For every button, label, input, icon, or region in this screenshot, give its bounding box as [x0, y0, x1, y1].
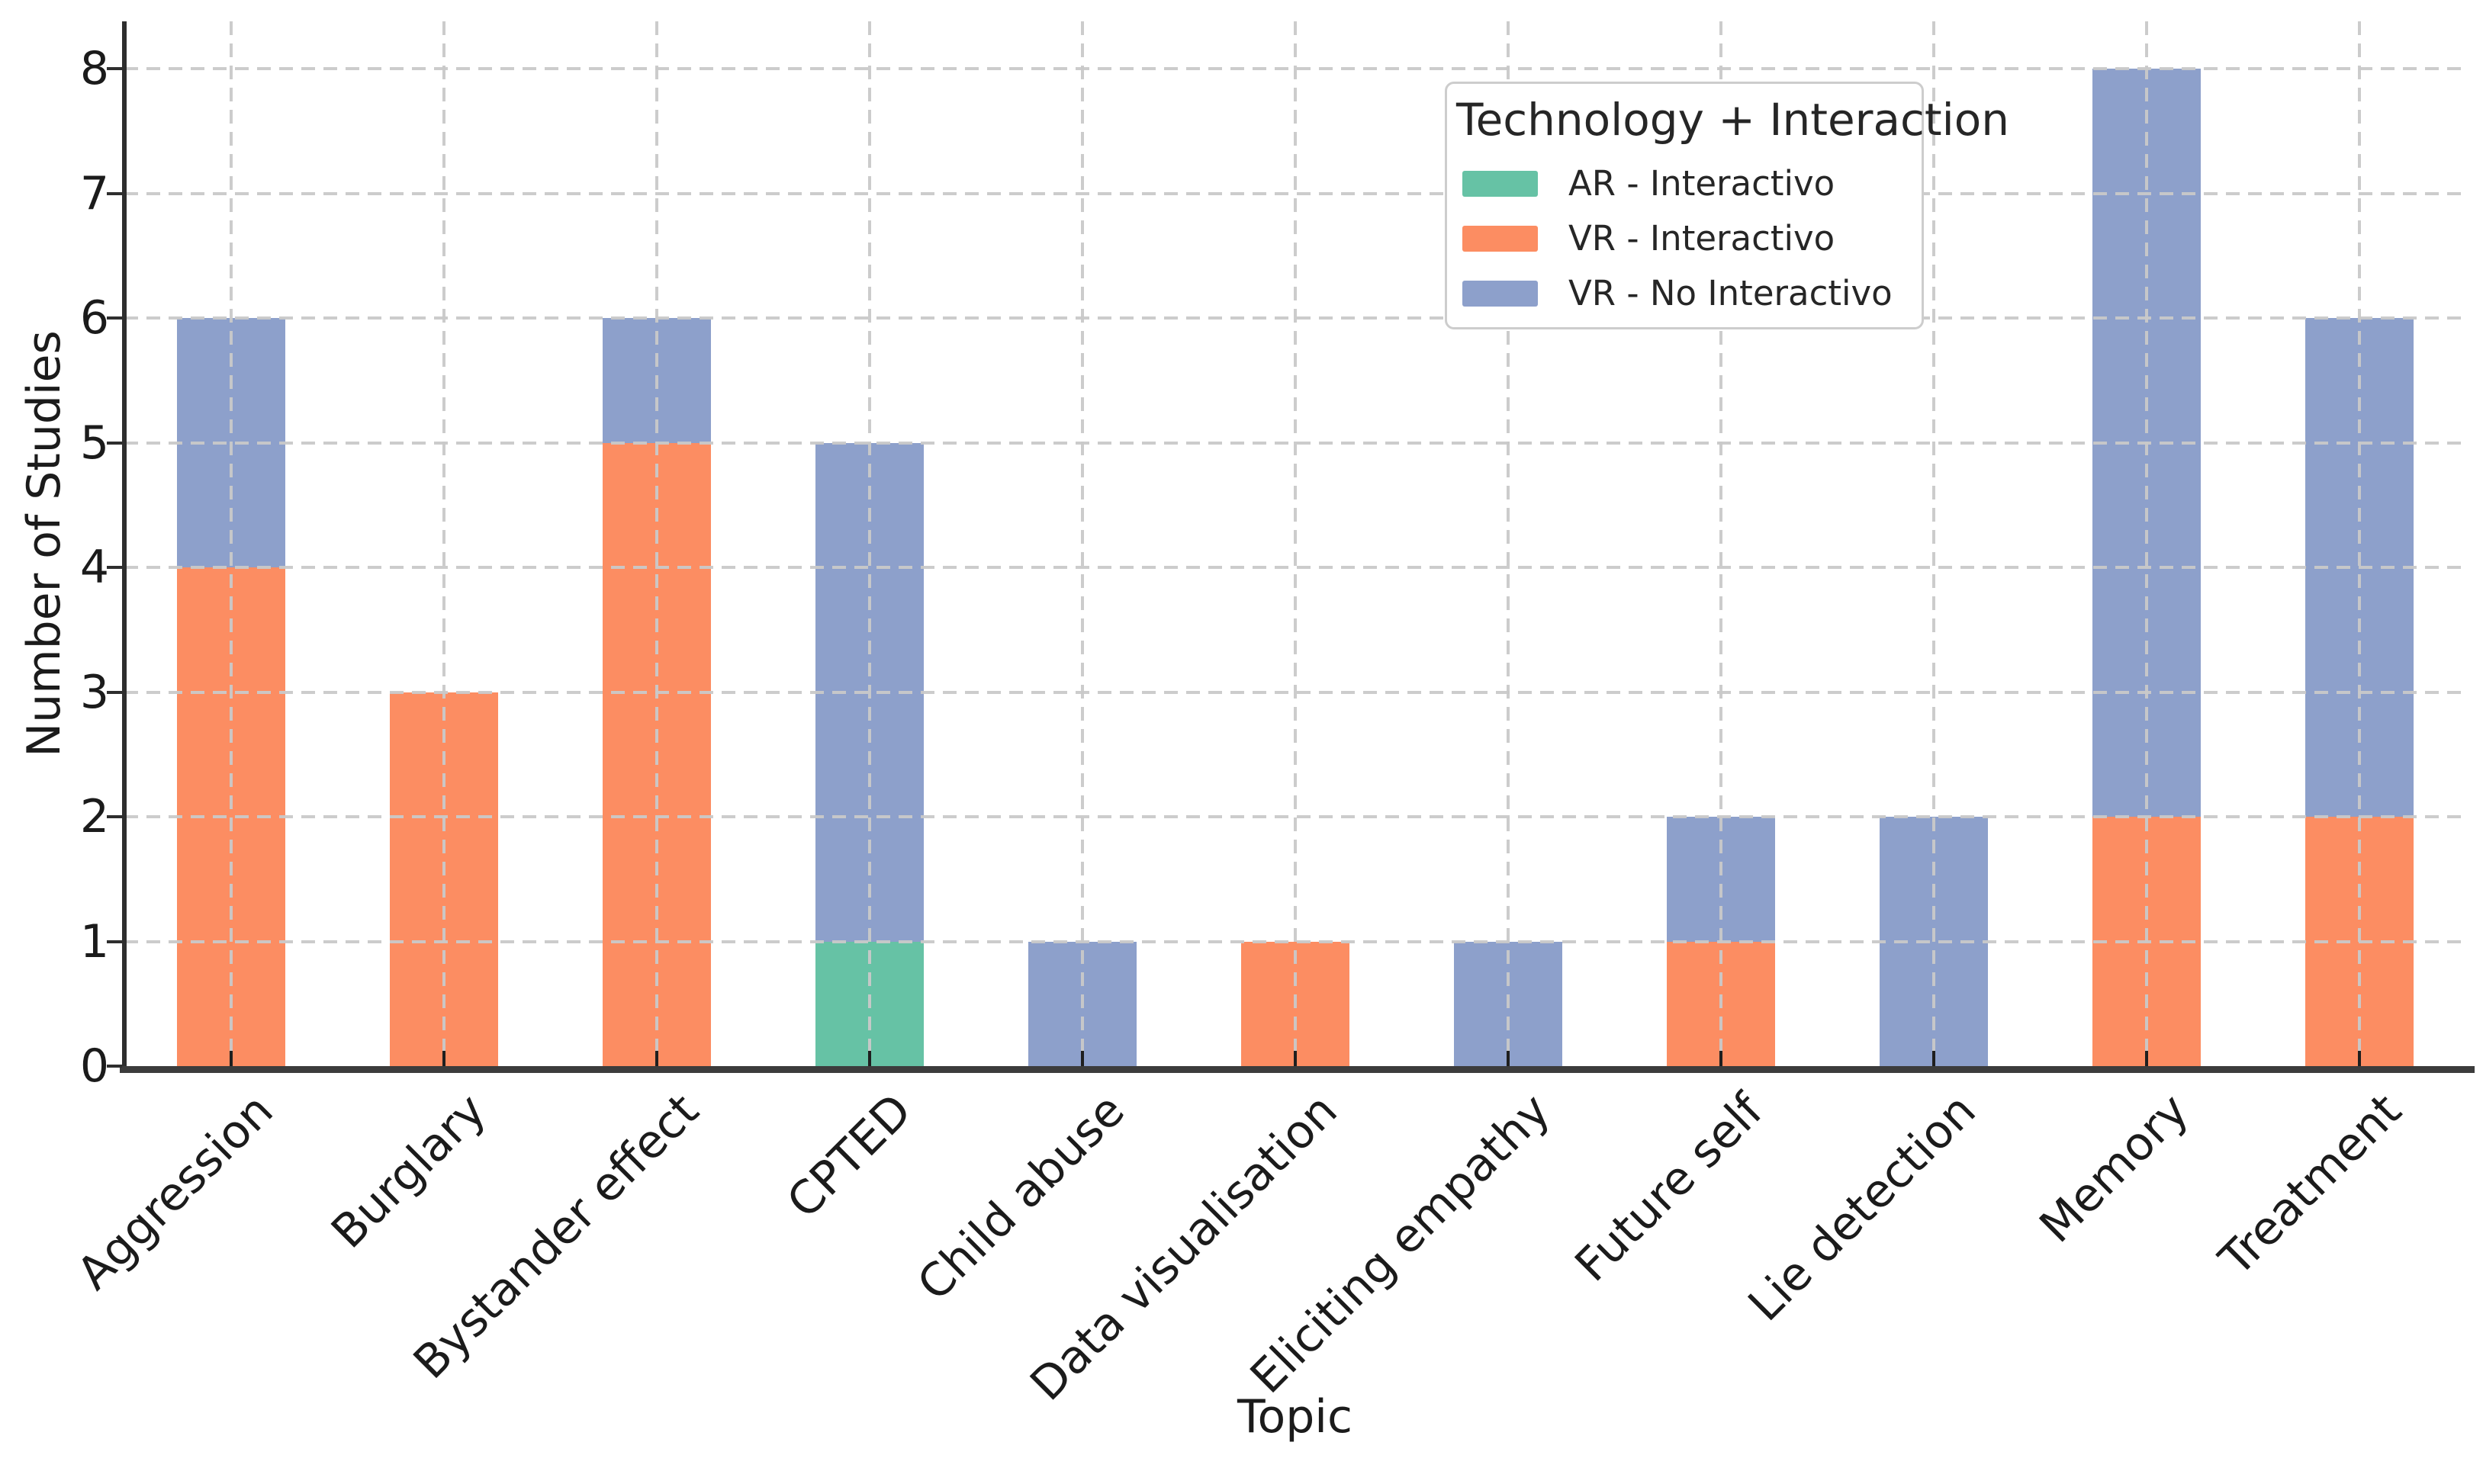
- x-axis-tick: [229, 1051, 233, 1066]
- x-axis-tick: [655, 1051, 658, 1066]
- gridline-vertical: [229, 21, 233, 1066]
- gridline-vertical: [1506, 21, 1510, 1066]
- y-tick-label: 2: [79, 790, 109, 843]
- legend-color-swatch: [1462, 170, 1538, 197]
- legend-item: AR - Interactivo: [1456, 156, 1914, 211]
- y-axis-tick: [107, 566, 122, 569]
- legend-color-swatch: [1462, 280, 1538, 307]
- x-axis-tick: [1719, 1051, 1722, 1066]
- y-axis-spine: [122, 21, 127, 1073]
- x-axis-tick: [867, 1051, 871, 1066]
- y-tick-label: 0: [79, 1039, 109, 1093]
- x-axis-tick: [1080, 1051, 1084, 1066]
- x-axis-tick: [442, 1051, 445, 1066]
- legend-item-label: VR - Interactivo: [1568, 218, 1835, 259]
- x-axis-tick: [2144, 1051, 2148, 1066]
- y-tick-label: 7: [79, 166, 109, 220]
- y-axis-tick: [107, 1065, 122, 1068]
- y-tick-label: 4: [79, 541, 109, 594]
- gridline-vertical: [2357, 21, 2361, 1066]
- legend-title: Technology + Interaction: [1456, 94, 2010, 146]
- y-axis-tick: [107, 690, 122, 694]
- x-axis-tick: [1293, 1051, 1297, 1066]
- gridline-vertical: [1931, 21, 1935, 1066]
- legend-item-label: AR - Interactivo: [1568, 163, 1835, 204]
- y-tick-label: 5: [79, 416, 109, 470]
- legend: Technology + Interaction AR - Interactiv…: [1445, 82, 2010, 329]
- y-axis-tick: [107, 316, 122, 320]
- gridline-vertical: [1293, 21, 1297, 1066]
- y-tick-label: 6: [79, 291, 109, 345]
- legend-item-label: VR - No Interactivo: [1568, 273, 1893, 314]
- y-tick-label: 8: [79, 42, 109, 95]
- y-tick-label: 1: [79, 914, 109, 968]
- y-axis-tick: [107, 441, 122, 445]
- legend-item: VR - Interactivo: [1456, 211, 1914, 266]
- legend-items: AR - Interactivo VR - Interactivo VR - No …: [1456, 156, 1914, 321]
- gridline-vertical: [1080, 21, 1084, 1066]
- y-axis-tick: [107, 940, 122, 943]
- x-axis-tick: [1506, 1051, 1510, 1066]
- x-axis-spine: [120, 1066, 2475, 1073]
- gridline-vertical: [2144, 21, 2148, 1066]
- x-axis-tick: [1931, 1051, 1935, 1066]
- gridline-vertical: [867, 21, 871, 1066]
- gridline-vertical: [655, 21, 658, 1066]
- y-axis-tick: [107, 815, 122, 818]
- legend-item: VR - No Interactivo: [1456, 266, 1914, 321]
- y-axis-tick: [107, 67, 122, 70]
- x-axis-label: Topic: [1237, 1390, 1352, 1444]
- x-axis-tick: [2357, 1051, 2361, 1066]
- y-axis-tick: [107, 191, 122, 195]
- y-tick-label: 3: [79, 665, 109, 719]
- gridline-vertical: [442, 21, 445, 1066]
- legend-color-swatch: [1462, 225, 1538, 252]
- gridline-vertical: [1719, 21, 1722, 1066]
